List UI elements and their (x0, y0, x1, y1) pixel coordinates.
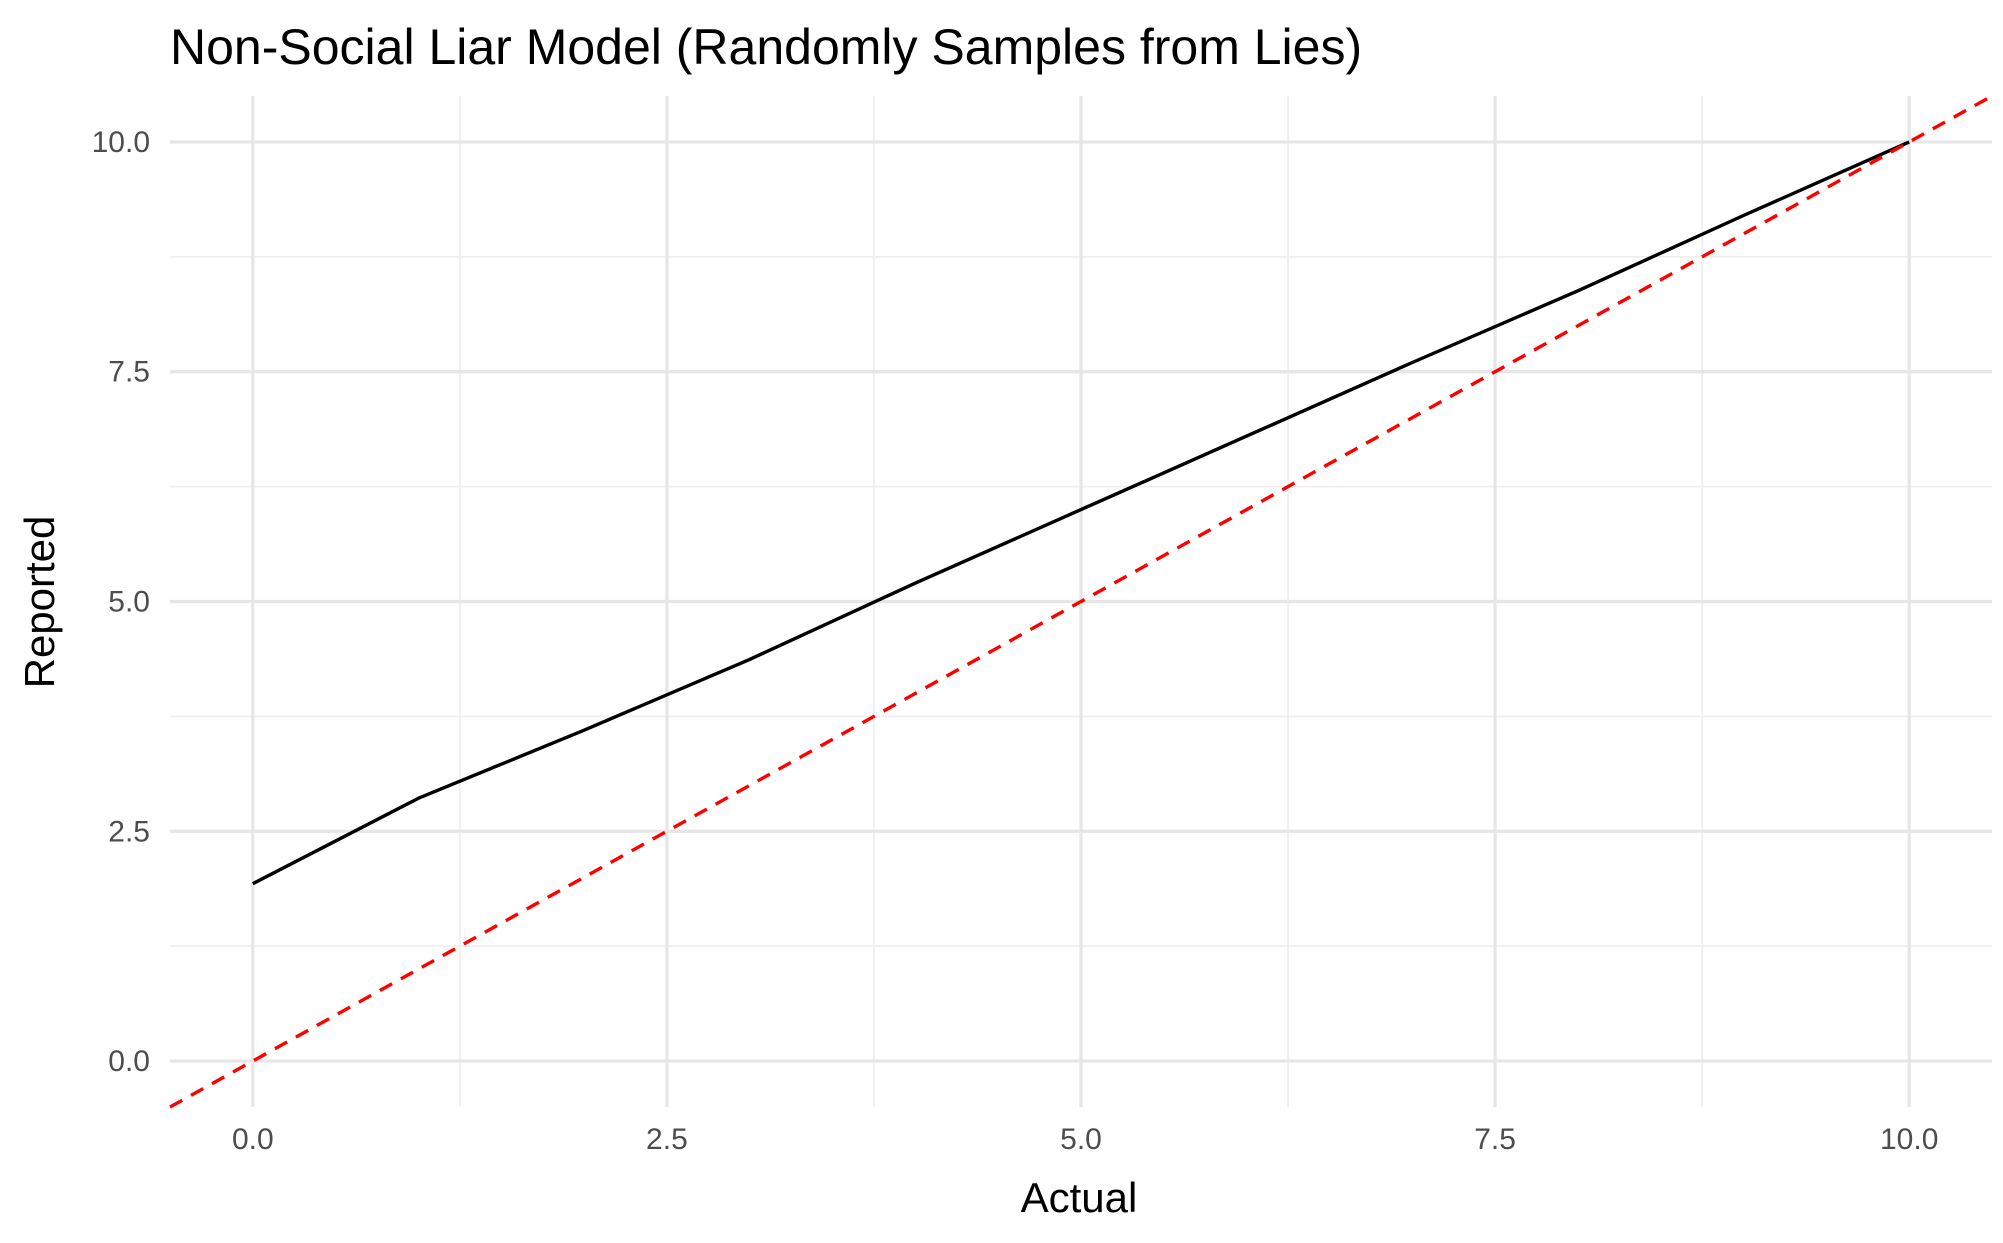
y-tick-label: 5.0 (108, 586, 150, 619)
x-tick-label: 5.0 (1060, 1123, 1102, 1156)
y-axis-title: Reported (16, 516, 63, 689)
x-axis-title: Actual (1021, 1174, 1138, 1221)
y-tick-label: 7.5 (108, 356, 150, 389)
grid (170, 96, 1992, 1107)
identity-reference-line (169, 94, 1993, 1109)
y-tick-label: 0.0 (108, 1045, 150, 1078)
reported-vs-actual-line (252, 140, 1910, 886)
y-axis-ticks: 0.0 2.5 5.0 7.5 10.0 (92, 126, 150, 1078)
x-tick-label: 10.0 (1880, 1123, 1938, 1156)
chart-title: Non-Social Liar Model (Randomly Samples … (170, 19, 1362, 75)
x-axis-ticks: 0.0 2.5 5.0 7.5 10.0 (232, 1123, 1938, 1156)
y-tick-label: 2.5 (108, 815, 150, 848)
x-tick-label: 2.5 (646, 1123, 688, 1156)
y-tick-label: 10.0 (92, 126, 150, 159)
series-layer (169, 94, 1993, 1109)
x-tick-label: 7.5 (1474, 1123, 1516, 1156)
x-tick-label: 0.0 (232, 1123, 274, 1156)
